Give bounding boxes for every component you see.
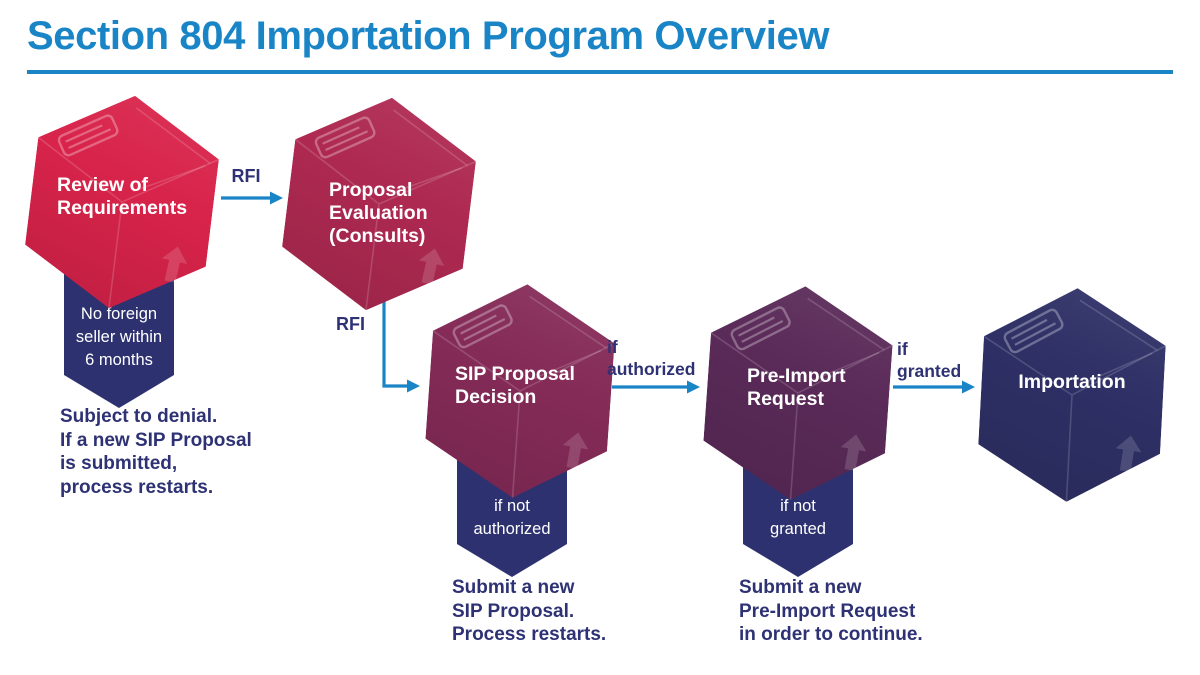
box-edge-lines xyxy=(983,299,1167,502)
shipping-label-icon xyxy=(57,114,119,157)
arrow-evaluation-to-decision xyxy=(382,295,420,393)
arrow-head-icon xyxy=(407,379,420,393)
ribbon-label: if not authorized xyxy=(473,497,551,538)
node-proposal-evaluation: Proposal Evaluation (Consults) xyxy=(285,96,473,312)
page-title: Section 804 Importation Program Overview xyxy=(27,14,830,58)
shipping-label-icon xyxy=(452,304,513,349)
arrow-decision-to-preimport xyxy=(612,380,700,394)
box-edge-lines xyxy=(37,107,220,309)
arrow-head-icon xyxy=(962,380,975,394)
node-pre-import-request: Pre-Import Request xyxy=(704,285,892,501)
node-label: Proposal Evaluation (Consults) xyxy=(329,179,428,247)
node-importation: Importation xyxy=(978,287,1166,503)
arrow-head-icon xyxy=(687,380,700,394)
node-label: Pre-Import Request xyxy=(747,365,846,410)
box-edge-lines xyxy=(710,297,893,500)
edge-label-rfi-1: RFI xyxy=(231,166,261,186)
box-edge-lines xyxy=(294,109,477,311)
this-side-up-icon xyxy=(840,434,867,471)
node-label: SIP Proposal Decision xyxy=(455,363,575,408)
this-side-up-icon xyxy=(418,248,445,285)
box-illustration xyxy=(16,83,229,320)
shipping-label-icon xyxy=(730,306,791,351)
box-illustration xyxy=(273,85,486,322)
note-submit-new-preimport-request: Submit a new Pre-Import Request in order… xyxy=(739,577,923,645)
note-subject-to-denial: Subject to denial. If a new SIP Proposal… xyxy=(60,406,252,498)
edge-label-if-authorized: if authorized xyxy=(607,337,696,379)
title-underline xyxy=(27,70,1173,74)
this-side-up-icon xyxy=(1115,435,1142,472)
shipping-label-icon xyxy=(1003,308,1064,354)
note-submit-new-sip-proposal: Submit a new SIP Proposal. Process resta… xyxy=(452,577,607,645)
box-illustration xyxy=(697,279,900,508)
box-edge-lines xyxy=(432,295,615,498)
arrow-preimport-to-importation xyxy=(893,380,975,394)
node-label: Importation xyxy=(1018,371,1126,393)
arrow-line xyxy=(382,295,408,388)
shipping-label-icon xyxy=(314,116,376,159)
edge-label-if-granted: if granted xyxy=(897,339,962,381)
ribbon-label: No foreign seller within 6 months xyxy=(75,305,163,369)
edge-label-rfi-2: RFI xyxy=(336,314,365,334)
box-illustration xyxy=(972,282,1171,508)
box-illustration xyxy=(419,277,622,506)
this-side-up-icon xyxy=(562,432,589,469)
node-label: Review of Requirements xyxy=(57,174,188,219)
arrow-review-to-evaluation xyxy=(221,191,283,205)
node-sip-proposal-decision: SIP Proposal Decision xyxy=(426,283,614,499)
ribbon-label: if not granted xyxy=(770,497,826,538)
this-side-up-icon xyxy=(161,246,188,283)
arrow-head-icon xyxy=(270,191,283,205)
node-review-of-requirements: Review of Requirements xyxy=(28,94,216,310)
